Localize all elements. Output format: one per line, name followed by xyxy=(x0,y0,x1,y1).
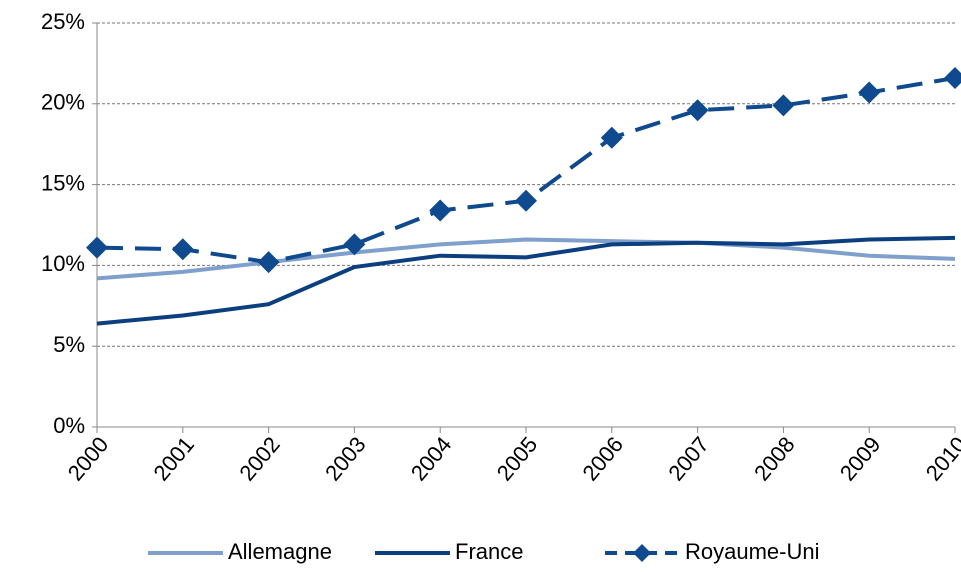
x-tick-label: 2004 xyxy=(406,432,457,486)
x-tick-label: 2007 xyxy=(663,432,714,486)
legend-marker xyxy=(633,544,651,562)
y-tick-label: 5% xyxy=(53,332,85,357)
legend-label: Allemagne xyxy=(228,539,332,564)
x-tick-label: 2006 xyxy=(577,432,628,486)
legend-label: Royaume-Uni xyxy=(685,539,820,564)
marker xyxy=(257,251,280,274)
x-tick-label: 2002 xyxy=(234,432,285,486)
y-tick-label: 20% xyxy=(41,90,85,115)
marker xyxy=(686,99,709,122)
x-tick-label: 2009 xyxy=(835,432,886,486)
series-line xyxy=(96,237,956,281)
x-tick-label: 2001 xyxy=(148,432,199,486)
marker xyxy=(772,94,795,117)
marker xyxy=(600,126,623,149)
y-tick-label: 15% xyxy=(41,170,85,195)
y-tick-label: 10% xyxy=(41,251,85,276)
marker xyxy=(429,199,452,222)
marker xyxy=(343,233,366,256)
x-tick-label: 2000 xyxy=(63,432,114,486)
y-tick-label: 0% xyxy=(53,413,85,438)
marker xyxy=(858,81,881,104)
series-line xyxy=(96,235,956,326)
marker xyxy=(171,238,194,261)
x-tick-label: 2010 xyxy=(921,432,961,486)
x-tick-label: 2008 xyxy=(749,432,800,486)
x-tick-label: 2005 xyxy=(492,432,543,486)
marker xyxy=(86,236,108,259)
marker xyxy=(944,66,961,89)
y-tick-label: 25% xyxy=(41,9,85,34)
marker xyxy=(515,189,537,212)
x-tick-label: 2003 xyxy=(320,432,371,486)
series-line xyxy=(96,75,956,265)
legend-label: France xyxy=(455,539,523,564)
